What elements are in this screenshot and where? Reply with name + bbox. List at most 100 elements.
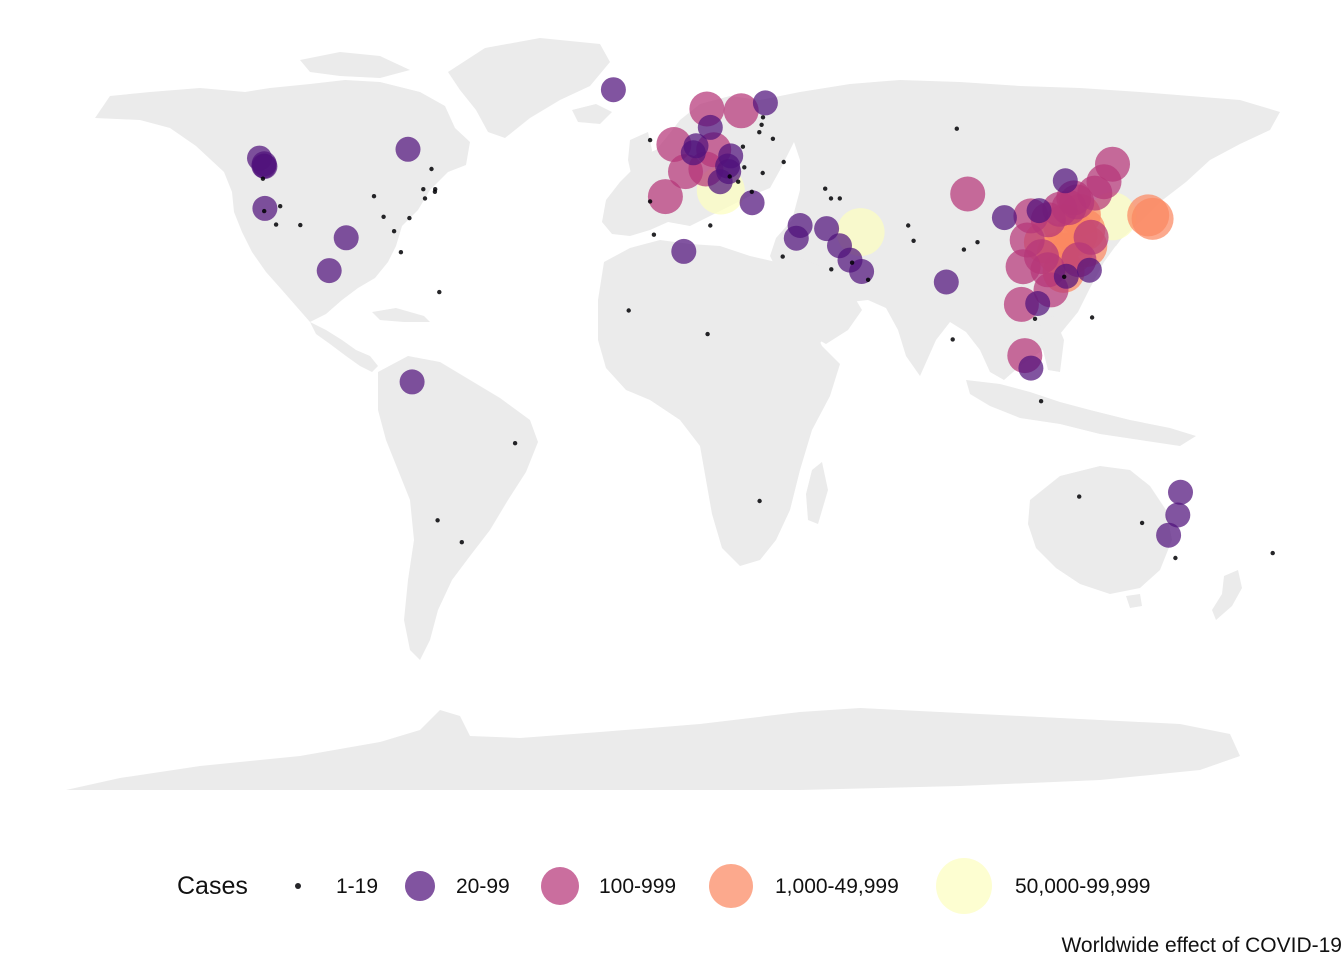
case-marker — [247, 145, 272, 171]
case-marker — [1024, 239, 1059, 275]
case-marker — [716, 159, 742, 185]
legend-dot-100-999 — [541, 867, 579, 905]
case-marker — [757, 130, 762, 135]
legend-dot-1-19 — [295, 883, 301, 889]
case-marker — [828, 196, 834, 201]
legend: Cases 1-19 20-99 100-999 1,000-49,999 50… — [0, 858, 1344, 918]
caption: Worldwide effect of COVID-19 — [1061, 934, 1342, 957]
case-marker — [1173, 555, 1178, 561]
case-marker — [680, 140, 706, 166]
case-marker — [991, 205, 1017, 231]
case-marker — [814, 216, 840, 242]
case-marker — [1062, 274, 1067, 279]
case-marker — [298, 222, 303, 228]
land-southeast-asia-islands — [966, 380, 1196, 446]
land-north-america — [95, 80, 470, 322]
case-marker — [961, 247, 967, 252]
case-marker — [757, 498, 762, 504]
case-marker — [671, 238, 697, 264]
case-marker — [437, 289, 442, 295]
case-marker — [421, 187, 426, 192]
land-central-america — [310, 322, 378, 372]
case-marker — [954, 126, 959, 131]
case-marker — [823, 186, 828, 191]
case-marker — [391, 229, 397, 234]
case-marker — [1156, 522, 1182, 548]
case-marker — [512, 441, 518, 446]
case-marker — [781, 159, 786, 165]
land-south-america — [378, 356, 538, 660]
case-marker — [760, 115, 766, 120]
legend-title: Cases — [177, 872, 248, 900]
case-marker — [837, 196, 842, 201]
case-marker — [333, 225, 359, 251]
case-marker — [770, 136, 776, 141]
case-marker — [1042, 191, 1078, 227]
land-masses — [66, 38, 1280, 790]
case-marker — [647, 137, 653, 143]
case-marker — [723, 93, 759, 129]
case-marker — [752, 90, 778, 116]
land-philippines — [1040, 316, 1064, 372]
case-marker — [252, 195, 278, 221]
legend-item-20-99: 20-99 — [398, 858, 538, 918]
case-marker — [865, 277, 871, 282]
case-marker — [1270, 550, 1275, 556]
case-marker — [1026, 198, 1052, 224]
case-marker — [742, 165, 747, 170]
case-marker — [262, 208, 267, 214]
case-marker — [933, 269, 959, 295]
land-iceland — [572, 104, 612, 124]
case-marker — [911, 238, 916, 243]
legend-swatch-50000-99999 — [936, 858, 992, 914]
legend-label-100-999: 100-999 — [599, 875, 677, 898]
case-marker — [787, 213, 813, 238]
land-arabia — [776, 258, 862, 344]
case-marker — [1018, 355, 1044, 381]
case-marker — [759, 122, 764, 128]
case-marker — [278, 204, 283, 209]
land-madagascar — [806, 462, 828, 524]
case-marker — [395, 136, 421, 162]
land-new-zealand — [1212, 570, 1242, 620]
legend-item-1-19: 1-19 — [278, 858, 398, 918]
land-antarctica — [66, 708, 1240, 790]
legend-dot-50000-99999 — [936, 858, 992, 914]
case-marker — [705, 331, 710, 337]
land-caribbean — [372, 308, 430, 322]
case-marker — [950, 176, 986, 212]
legend-item-100-999: 100-999 — [537, 858, 707, 918]
case-marker — [749, 189, 754, 194]
case-marker — [697, 114, 723, 140]
land-canada-islands — [300, 52, 410, 78]
case-marker — [381, 214, 386, 219]
case-marker — [727, 174, 732, 179]
legend-swatch-20-99 — [405, 871, 435, 901]
legend-swatch-100-999 — [541, 867, 579, 905]
legend-swatch-1-19 — [295, 883, 301, 889]
case-marker — [1052, 168, 1078, 194]
land-uk — [628, 132, 652, 178]
case-marker — [429, 166, 434, 172]
case-marker — [432, 189, 438, 194]
land-africa — [598, 240, 840, 566]
case-marker — [975, 240, 980, 245]
case-marker — [1168, 479, 1193, 505]
legend-dot-20-99 — [405, 871, 435, 901]
case-marker — [1086, 164, 1122, 200]
case-marker — [459, 540, 464, 545]
land-australia — [1028, 466, 1172, 594]
case-marker — [273, 222, 279, 227]
case-marker — [736, 179, 741, 184]
legend-label-1-19: 1-19 — [336, 875, 379, 898]
case-marker — [600, 77, 626, 103]
legend-dot-1000-49999 — [709, 864, 753, 908]
case-marker — [1089, 315, 1095, 320]
legend-item-50000-99999: 50,000-99,999 — [934, 858, 1194, 918]
case-marker — [906, 223, 911, 228]
case-marker — [651, 232, 657, 237]
case-marker — [829, 267, 834, 272]
case-marker — [399, 369, 425, 395]
case-marker — [740, 144, 746, 149]
case-marker — [1139, 520, 1145, 526]
